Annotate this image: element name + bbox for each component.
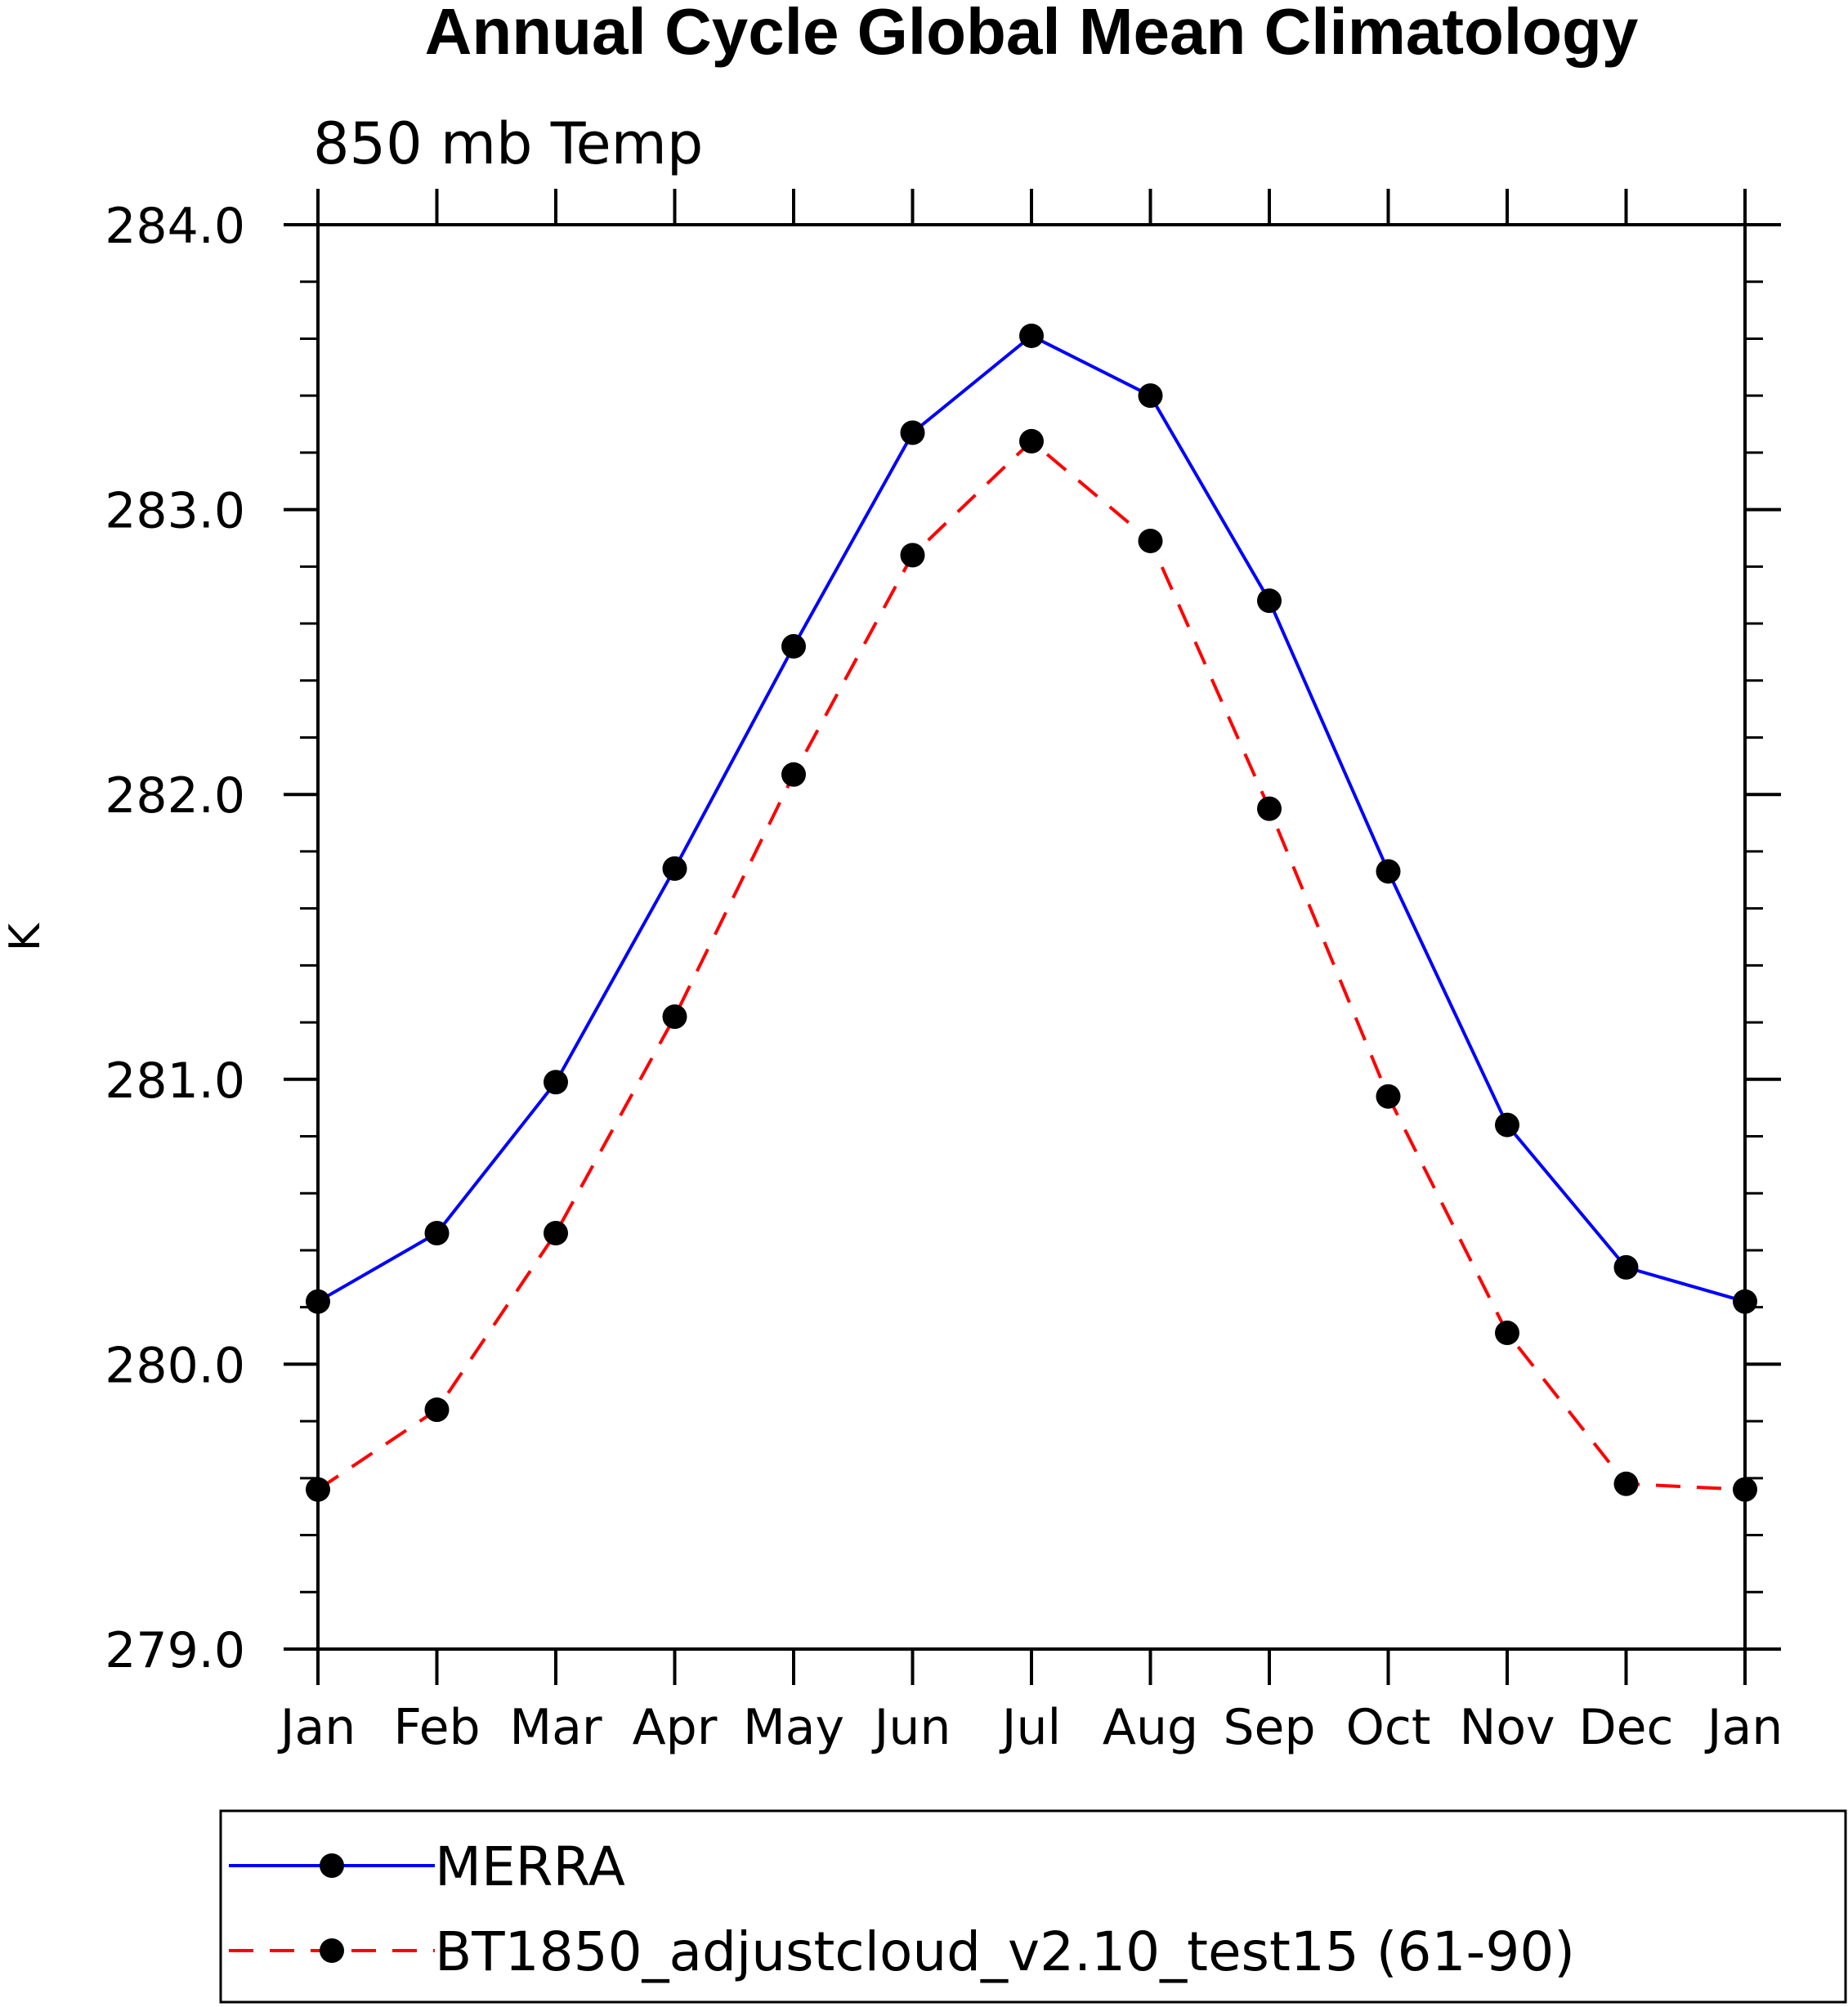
y-axis-label: K: [1, 922, 50, 951]
data-point-s1-6: [1019, 428, 1044, 454]
data-point-s0-10: [1495, 1112, 1519, 1138]
data-point-s0-5: [900, 420, 925, 445]
x-tick-label-6: Jul: [999, 1699, 1061, 1756]
data-point-s1-9: [1376, 1084, 1401, 1109]
y-tick-label-2: 281.0: [105, 1053, 245, 1110]
data-point-s1-5: [900, 543, 925, 568]
x-tick-label-3: Apr: [633, 1699, 718, 1756]
legend: MERRA BT1850_adjustcloud_v2.10_test15 (6…: [219, 1809, 1847, 2004]
y-tick-labels: 279.0 280.0 281.0 282.0 283.0 284.0: [105, 198, 245, 1679]
y-tick-label-0: 279.0: [105, 1622, 245, 1679]
x-tick-label-1: Feb: [393, 1699, 480, 1756]
series-markers: [306, 323, 1757, 1502]
chart-subtitle: 850 mb Temp: [313, 110, 703, 177]
data-point-s0-8: [1257, 588, 1282, 614]
series-line-0: [317, 333, 1746, 1303]
data-point-s1-12: [1733, 1477, 1757, 1502]
x-tick-label-7: Aug: [1103, 1699, 1198, 1756]
data-point-s1-0: [306, 1477, 330, 1502]
y-tick-label-1: 280.0: [105, 1337, 245, 1394]
y-tick-label-4: 283.0: [105, 483, 245, 540]
legend-label-merra: MERRA: [435, 1835, 625, 1898]
legend-marker-bt1850: [320, 1938, 344, 1963]
data-point-s1-11: [1613, 1471, 1639, 1496]
data-point-s0-0: [306, 1289, 330, 1314]
x-tick-label-2: Mar: [509, 1699, 602, 1756]
data-point-s0-12: [1733, 1289, 1757, 1314]
x-tick-label-12: Jan: [1704, 1699, 1783, 1756]
data-point-s0-11: [1613, 1254, 1639, 1280]
series-lines: [316, 333, 1746, 1491]
y-tick-label-3: 282.0: [105, 767, 245, 825]
data-point-s0-1: [424, 1221, 450, 1246]
x-tick-label-0: Jan: [277, 1699, 356, 1756]
data-point-s1-7: [1138, 528, 1163, 553]
y-tick-label-5: 284.0: [105, 198, 245, 255]
x-tick-label-10: Nov: [1459, 1699, 1555, 1756]
data-point-s1-2: [544, 1221, 568, 1246]
data-point-s1-1: [424, 1397, 450, 1423]
data-point-s0-2: [544, 1070, 568, 1095]
legend-marker-merra: [320, 1853, 344, 1878]
x-tick-label-9: Oct: [1346, 1699, 1431, 1756]
data-point-s0-4: [781, 633, 806, 659]
data-point-s0-7: [1138, 383, 1163, 409]
x-tick-label-11: Dec: [1578, 1699, 1673, 1756]
data-point-s0-6: [1019, 323, 1044, 348]
series-line-1: [316, 439, 1746, 1491]
x-tick-label-8: Sep: [1223, 1699, 1315, 1756]
x-tick-labels: Jan Feb Mar Apr May Jun Jul Aug Sep Oct Nov Dec Jan: [277, 1699, 1783, 1756]
data-point-s0-9: [1376, 859, 1401, 884]
legend-box: [219, 1809, 1847, 2004]
data-point-s0-3: [662, 856, 687, 881]
data-point-s1-3: [662, 1004, 687, 1030]
x-tick-label-4: May: [743, 1699, 844, 1756]
legend-label-bt1850: BT1850_adjustcloud_v2.10_test15 (61-90): [435, 1920, 1575, 1983]
data-point-s1-8: [1257, 796, 1282, 821]
data-point-s1-4: [781, 762, 806, 787]
axis-ticks: [284, 189, 1781, 1685]
x-tick-label-5: Jun: [871, 1699, 951, 1756]
chart-title: Annual Cycle Global Mean Climatology: [425, 0, 1639, 68]
data-point-s1-10: [1495, 1321, 1519, 1346]
